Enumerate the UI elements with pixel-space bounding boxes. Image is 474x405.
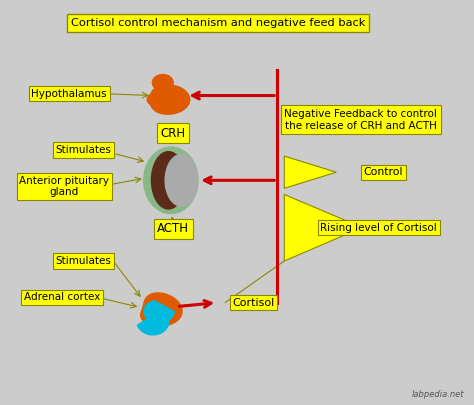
Polygon shape — [153, 75, 173, 91]
Polygon shape — [137, 309, 169, 335]
Text: Adrenal cortex: Adrenal cortex — [24, 292, 100, 303]
Text: labpedia.net: labpedia.net — [411, 390, 464, 399]
Text: ACTH: ACTH — [157, 222, 189, 235]
Text: Cortisol: Cortisol — [232, 298, 274, 307]
Text: CRH: CRH — [161, 127, 186, 140]
Polygon shape — [144, 301, 174, 323]
Text: Negative Feedback to control
the release of CRH and ACTH: Negative Feedback to control the release… — [284, 109, 437, 130]
Text: Cortisol control mechanism and negative feed back: Cortisol control mechanism and negative … — [71, 18, 365, 28]
Text: Stimulates: Stimulates — [55, 145, 111, 155]
Ellipse shape — [144, 147, 198, 213]
Ellipse shape — [165, 154, 197, 206]
Polygon shape — [141, 293, 182, 326]
Polygon shape — [147, 92, 171, 107]
Text: Hypothalamus: Hypothalamus — [31, 89, 107, 98]
Polygon shape — [284, 194, 362, 261]
Polygon shape — [284, 156, 336, 188]
Ellipse shape — [152, 151, 185, 209]
Polygon shape — [150, 85, 190, 114]
Text: Anterior pituitary
gland: Anterior pituitary gland — [19, 175, 109, 197]
Text: Stimulates: Stimulates — [55, 256, 111, 266]
Text: Rising level of Cortisol: Rising level of Cortisol — [320, 222, 437, 232]
Text: Control: Control — [364, 167, 403, 177]
